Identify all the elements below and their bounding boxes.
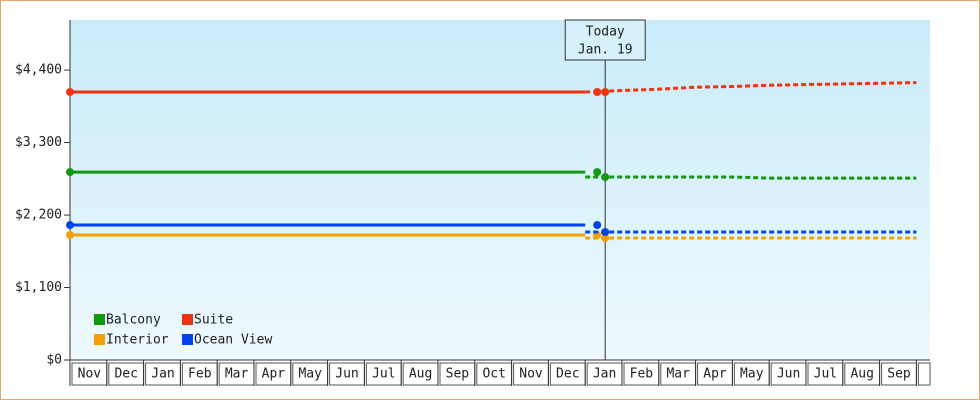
today-title: Today	[586, 25, 625, 40]
x-tick-label: Feb	[630, 367, 654, 382]
x-tick-label: Oct	[482, 367, 505, 382]
point	[601, 88, 610, 97]
x-tick-label: Jul	[372, 367, 395, 382]
x-tick-label: Aug	[850, 367, 873, 382]
point	[601, 173, 610, 182]
legend-label: Ocean View	[194, 333, 272, 348]
x-tick-label: Mar	[225, 367, 249, 382]
x-tick-label: Feb	[188, 367, 212, 382]
forecast-line	[585, 81, 917, 94]
y-tick-label: $0	[46, 353, 62, 368]
today-box	[564, 19, 646, 61]
x-tick-label: Dec	[556, 367, 579, 382]
y-tick-label: $2,200	[15, 208, 62, 223]
x-tick-label: Jun	[335, 367, 358, 382]
y-tick-label: $4,400	[15, 63, 62, 78]
forecast-line	[585, 175, 917, 180]
x-tick-label: Dec	[114, 367, 137, 382]
x-tick-label: May	[298, 367, 322, 382]
y-tick-label: $1,100	[15, 280, 62, 295]
legend-label: Suite	[194, 313, 233, 328]
point	[593, 168, 602, 177]
x-tick-label: Jun	[777, 367, 800, 382]
legend-swatch	[94, 334, 105, 345]
x-tick-label: Mar	[666, 367, 690, 382]
legend-swatch	[182, 334, 193, 345]
x-tick-label: Sep	[446, 367, 470, 382]
legend-swatch	[94, 314, 105, 325]
x-tick-label: Jan	[593, 367, 616, 382]
x-tick-label: May	[740, 367, 764, 382]
x-tick-label: Apr	[262, 367, 286, 382]
today-date: Jan. 19	[578, 43, 633, 58]
point	[593, 221, 602, 230]
point	[66, 88, 74, 97]
legend-swatch	[182, 314, 193, 325]
point	[66, 221, 74, 230]
x-tick-label: Sep	[887, 367, 911, 382]
x-tick-label: Nov	[78, 367, 102, 382]
x-tick-label: Nov	[519, 367, 543, 382]
x-tick-cell	[917, 362, 931, 386]
x-tick-label: Jul	[814, 367, 837, 382]
legend-label: Balcony	[106, 313, 161, 328]
point	[601, 228, 610, 237]
x-tick-label: Aug	[409, 367, 432, 382]
y-tick-label: $3,300	[15, 135, 62, 150]
plot-area	[70, 20, 930, 360]
x-tick-label: Apr	[703, 367, 727, 382]
legend-label: Interior	[106, 333, 169, 348]
point	[593, 88, 602, 97]
point	[66, 168, 74, 177]
point	[66, 231, 74, 240]
point	[601, 234, 610, 243]
x-tick-label: Jan	[151, 367, 174, 382]
